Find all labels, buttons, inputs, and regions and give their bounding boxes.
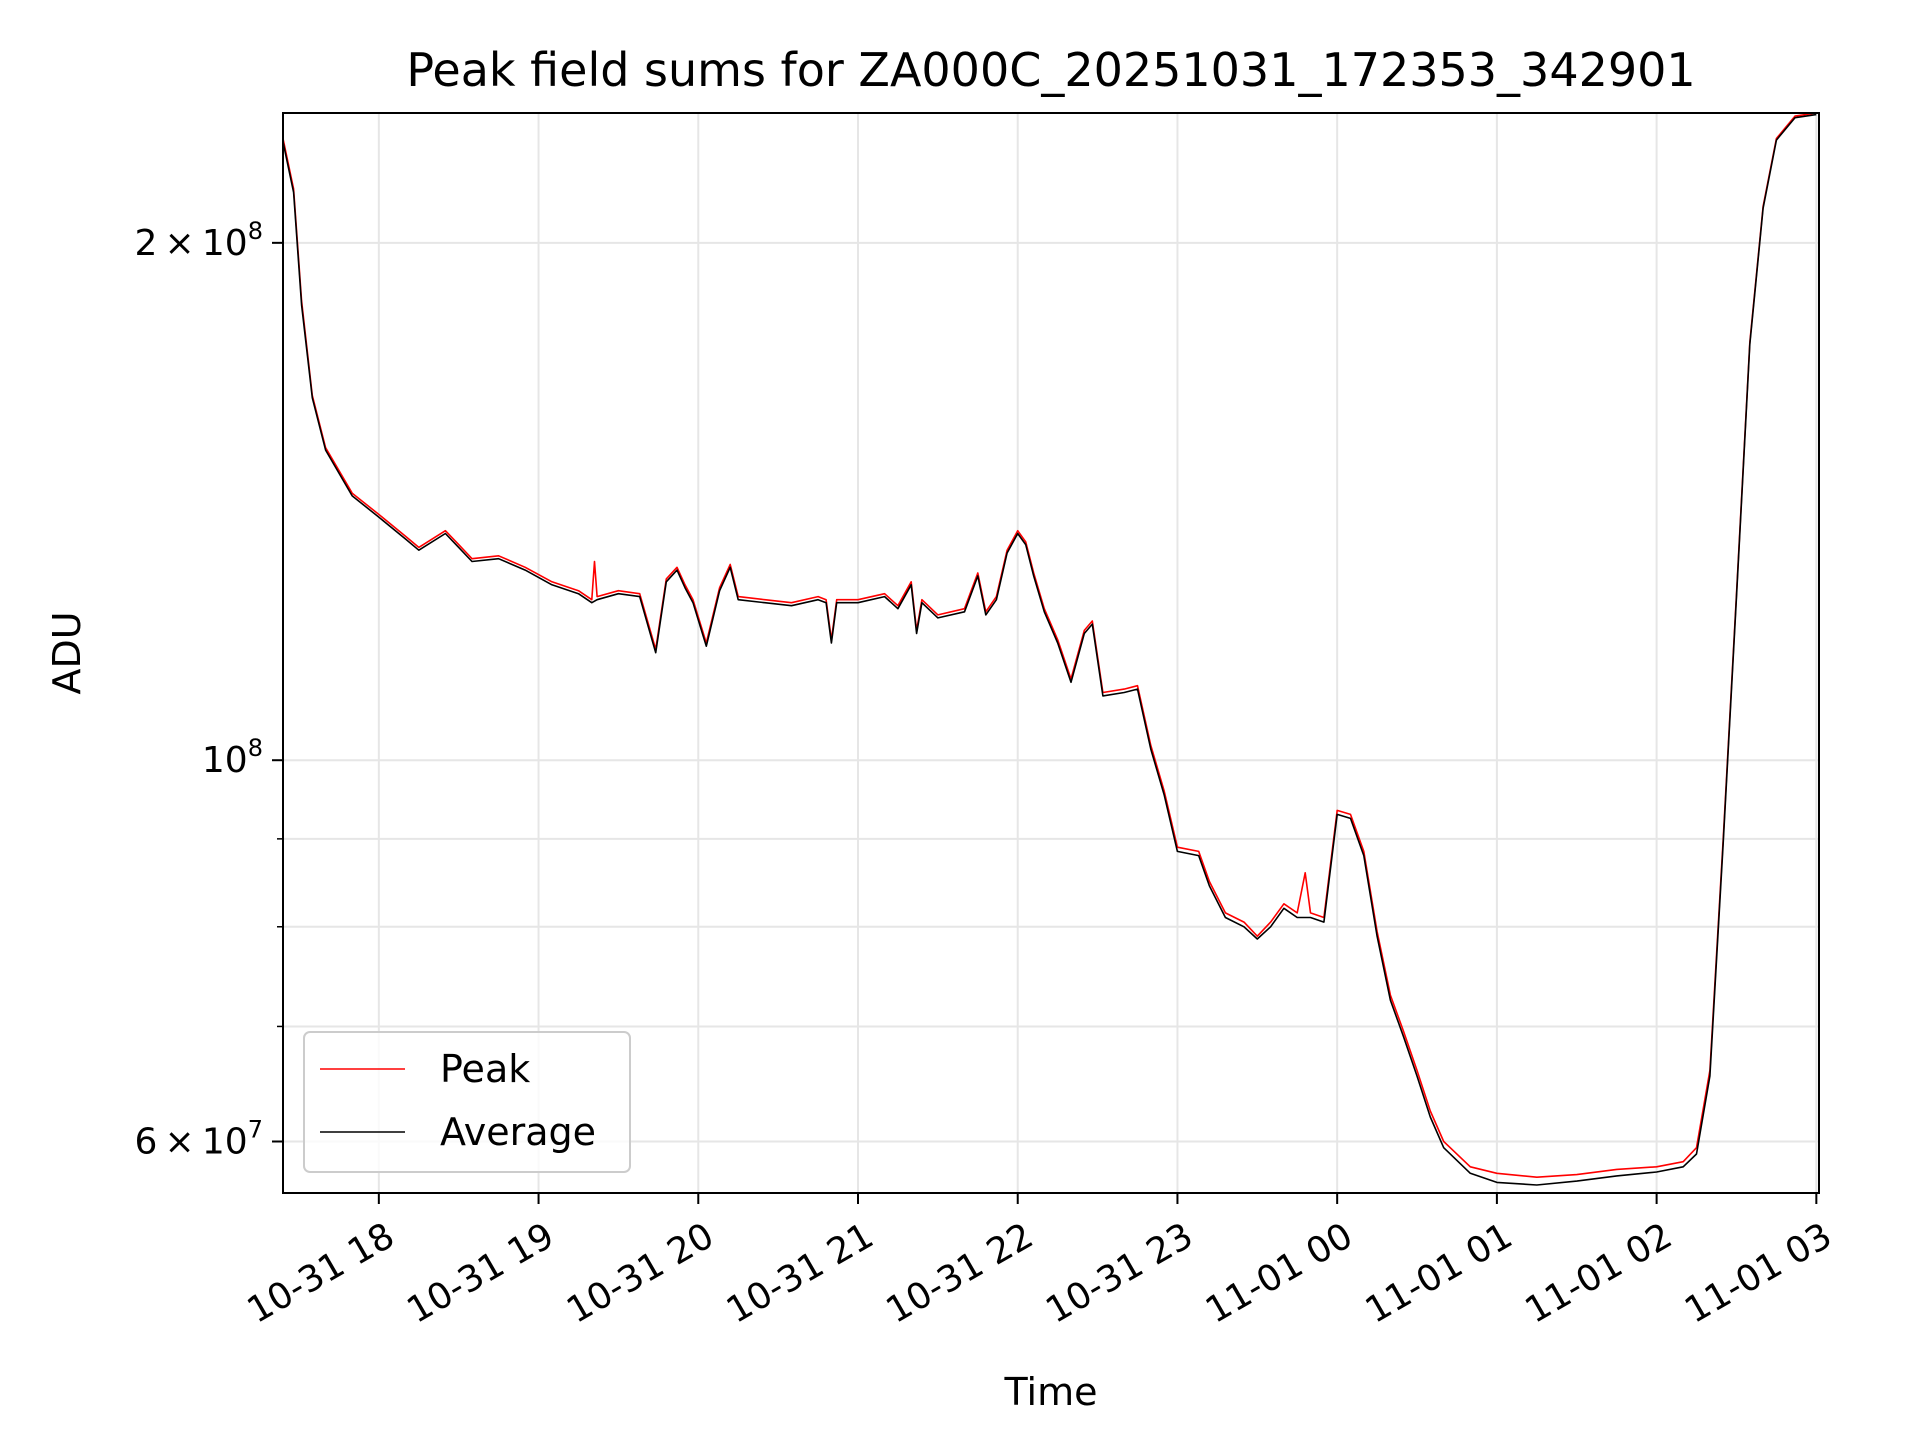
y-tick-label: 108 <box>202 734 263 781</box>
y-axis-label: ADU <box>45 611 89 694</box>
plot-frame <box>282 112 1820 1194</box>
plot-lines <box>282 112 1817 1186</box>
axis-ticks <box>272 241 1818 1204</box>
chart-title: Peak field sums for ZA000C_20251031_1723… <box>406 43 1695 97</box>
series-line-peak <box>282 112 1817 1178</box>
legend-box <box>303 1031 631 1173</box>
y-tick-label: 6 × 107 <box>134 1116 263 1163</box>
legend: Peak Average <box>303 1031 631 1173</box>
series-line-average <box>282 113 1817 1186</box>
legend-label-peak: Peak <box>440 1047 530 1091</box>
x-axis-label: Time <box>1004 1370 1098 1414</box>
y-tick-label: 2 × 108 <box>134 217 263 264</box>
legend-label-average: Average <box>440 1110 596 1154</box>
